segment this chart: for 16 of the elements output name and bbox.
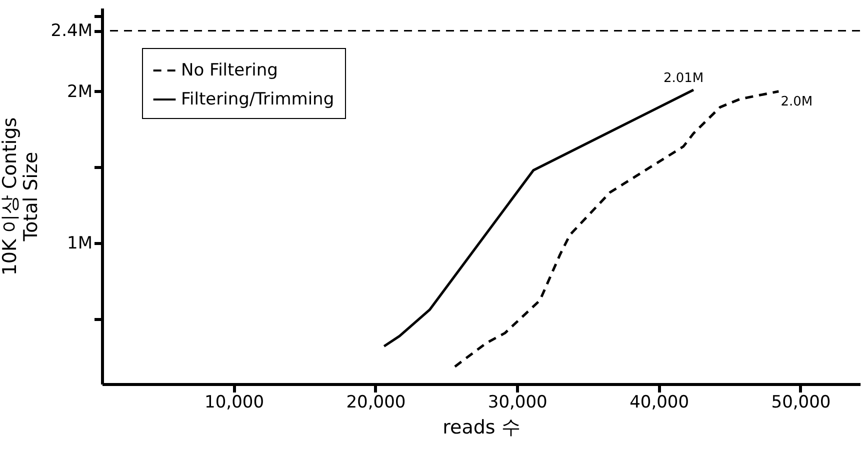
x-axis-title: reads 수 bbox=[442, 416, 520, 438]
x-tick-label: 10,000 bbox=[204, 392, 264, 412]
line-series bbox=[454, 90, 780, 368]
x-tick-label: 40,000 bbox=[630, 392, 690, 412]
x-tick-label: 50,000 bbox=[771, 392, 831, 412]
annotation: 2.01M bbox=[663, 70, 704, 86]
legend-label: Filtering/Trimming bbox=[181, 90, 334, 110]
x-tick-label: 30,000 bbox=[488, 392, 548, 412]
y-tick-label: 1M bbox=[67, 234, 92, 254]
x-tick-label: 20,000 bbox=[346, 392, 406, 412]
legend-label: No Filtering bbox=[181, 60, 278, 80]
y-axis-title: 10K 이상 Contigs Total Size bbox=[0, 117, 42, 276]
y-tick-label: 2.4M bbox=[50, 21, 92, 42]
line-series bbox=[382, 88, 695, 348]
annotation: 2.0M bbox=[780, 94, 813, 110]
y-tick-label: 2M bbox=[67, 82, 92, 102]
